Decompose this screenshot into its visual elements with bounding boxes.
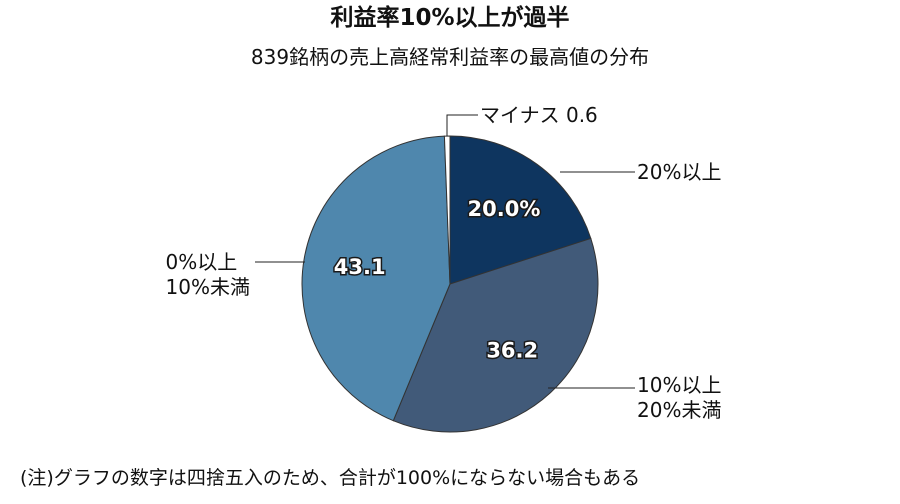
category-label: 10%以上 20%未満 [637,373,721,423]
category-label: マイナス 0.6 [480,103,598,128]
slice-value-label: 36.2 [486,338,538,362]
category-name: 10%以上 20%未満 [637,373,722,422]
category-name: マイナス [480,103,560,127]
pie-slice [301,135,451,422]
leader-line [446,114,478,136]
pie-slice [443,135,451,285]
pie-slice [392,237,599,433]
chart-title: 利益率10%以上が過半 [330,5,570,31]
note: (注)グラフの数字は四捨五入のため、合計が100%にならない場合もある [20,467,641,489]
slice-value-label: 0.6 [565,103,598,127]
category-name: 20%以上 [637,160,722,184]
slice-value-label: 20.0% [468,197,541,221]
chart-subtitle: 839銘柄の売上高経常利益率の最高値の分布 [250,45,650,69]
slice-value-label: 43.1 [334,255,386,279]
category-label: 0%以上 10%未満 [0,250,250,300]
pie-slice [449,135,592,285]
category-label: 20%以上 [637,160,721,185]
category-name: 0%以上 10%未満 [165,250,250,299]
